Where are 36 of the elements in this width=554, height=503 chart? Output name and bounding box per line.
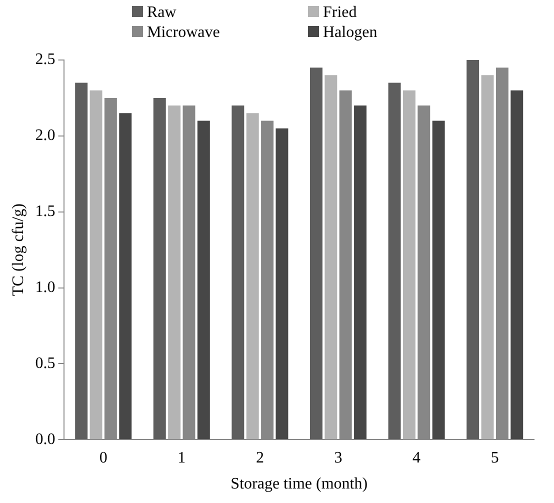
bar (510, 90, 524, 440)
legend-label: Microwave (146, 24, 221, 42)
bar (75, 82, 88, 440)
legend-label: Halogen (322, 24, 378, 42)
bar (466, 60, 480, 440)
bar (481, 75, 494, 440)
legend-label: Raw (146, 4, 178, 22)
bar (388, 82, 401, 440)
y-axis-title: TC (log cfu/g) (10, 204, 27, 296)
bar (276, 128, 288, 440)
bar (246, 113, 259, 440)
x-tick-label: 0 (99, 449, 108, 466)
legend-label: Fried (322, 4, 358, 22)
bar (90, 90, 102, 440)
bar (119, 113, 132, 440)
bar (310, 68, 322, 440)
bar (432, 120, 445, 440)
x-tick-label: 1 (178, 449, 186, 466)
y-tick-label: 1.5 (35, 203, 56, 220)
x-tick-label: 4 (412, 449, 421, 466)
y-tick-label: 2.5 (35, 51, 56, 68)
bar (168, 106, 181, 440)
bar (153, 98, 166, 440)
bar (324, 75, 338, 440)
x-tick-label: 5 (490, 449, 499, 466)
y-tick-label: 0.0 (35, 430, 56, 448)
x-tick-label: 3 (334, 449, 342, 466)
bar (402, 90, 416, 440)
bar (232, 106, 244, 440)
x-axis-title: Storage time (month) (230, 476, 368, 493)
y-tick-label: 2.0 (35, 127, 56, 144)
y-tick-label: 0.5 (35, 354, 56, 372)
y-tick-label: 1.0 (35, 278, 56, 296)
x-tick-label: 2 (256, 449, 264, 466)
bar (354, 106, 367, 440)
bar (197, 120, 210, 440)
